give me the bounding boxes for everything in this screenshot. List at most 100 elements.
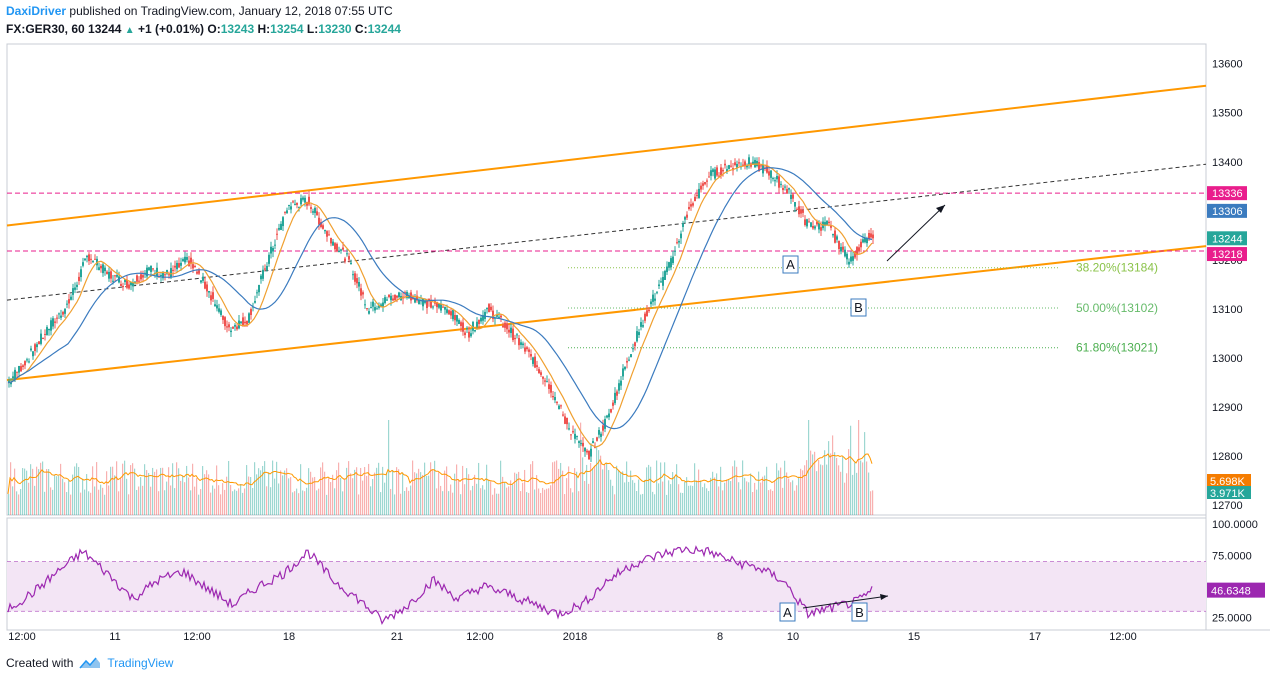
volume-bar [670, 484, 672, 515]
candle-body [232, 326, 234, 329]
volume-bar [512, 484, 514, 515]
volume-bar [368, 463, 370, 515]
candle-body [632, 348, 634, 350]
volume-bar [628, 481, 630, 515]
volume-bar [680, 492, 682, 515]
volume-bar [452, 492, 454, 515]
volume-bar [376, 467, 378, 515]
candle-body [544, 380, 546, 382]
volume-bar [602, 469, 604, 515]
candle-body [584, 447, 586, 452]
volume-bar [316, 490, 318, 515]
volume-bar [40, 462, 42, 515]
symbol-label[interactable]: FX:GER30, 60 [6, 22, 85, 36]
candle-body [46, 327, 48, 336]
candle-body [124, 279, 126, 283]
candle-body [550, 384, 552, 393]
candle-body [66, 303, 68, 305]
candle-body [720, 167, 722, 176]
volume-bar [398, 469, 400, 515]
volume-bar [674, 477, 676, 515]
time-tick-label: 17 [1029, 631, 1041, 643]
volume-bar [380, 492, 382, 515]
candle-body [488, 304, 490, 313]
price-label-text: 13306 [1212, 206, 1243, 218]
volume-bar [618, 470, 620, 515]
volume-bar [106, 471, 108, 515]
candle-body [38, 341, 40, 345]
candle-body [694, 196, 696, 202]
candle-body [508, 329, 510, 333]
volume-bar [624, 482, 626, 515]
candle-body [572, 431, 574, 433]
volume-bar [798, 476, 800, 515]
candle-body [458, 320, 460, 325]
candle-body [672, 256, 674, 264]
volume-bar [424, 462, 426, 515]
volume-bar [662, 481, 664, 515]
volume-bar [274, 478, 276, 515]
low-label: L: [306, 22, 319, 36]
candle-body [432, 306, 434, 308]
candle-body [196, 271, 198, 274]
volume-bar [302, 490, 304, 515]
last-price: 13244 [88, 22, 122, 36]
volume-bar [412, 460, 414, 515]
candle-body [818, 222, 820, 230]
candle-body [474, 330, 476, 332]
candle-body [596, 437, 598, 441]
volume-bar [768, 490, 770, 515]
candle-body [482, 315, 484, 321]
candle-body [466, 328, 468, 330]
candle-body [268, 254, 270, 264]
volume-bar [416, 473, 418, 515]
candle-body [234, 325, 236, 327]
price-label-tag [1207, 203, 1247, 218]
candle-body [790, 194, 792, 200]
candle-body [270, 246, 272, 254]
candle-body [230, 330, 232, 333]
volume-bar [548, 488, 550, 515]
candle-body [284, 211, 286, 213]
volume-bar [182, 476, 184, 515]
candle-body [464, 332, 466, 336]
volume-bar [450, 484, 452, 515]
candle-body [54, 321, 56, 323]
candle-body [614, 392, 616, 404]
volume-bar [744, 477, 746, 515]
volume-bar [682, 492, 684, 515]
candle-body [308, 196, 310, 205]
volume-bar [448, 491, 450, 515]
volume-bar [678, 484, 680, 515]
volume-bar [860, 460, 862, 515]
volume-bar [508, 486, 510, 515]
volume-bar [240, 484, 242, 515]
candle-body [76, 284, 78, 287]
candle-body [332, 241, 334, 246]
volume-bar [502, 476, 504, 515]
candle-body [292, 201, 294, 203]
volume-bar [784, 460, 786, 515]
volume-bar [758, 471, 760, 515]
volume-bar [272, 460, 274, 515]
candle-body [430, 299, 432, 308]
volume-bar [144, 464, 146, 515]
candle-body [64, 308, 66, 314]
annotation-label: A [786, 257, 795, 272]
volume-bar [646, 467, 648, 515]
candle-body [122, 285, 124, 288]
candle-body [214, 304, 216, 307]
candle-body [702, 183, 704, 186]
candle-body [424, 300, 426, 303]
candle-body [14, 369, 16, 380]
close-value: 13244 [367, 22, 401, 36]
candle-body [778, 176, 780, 188]
candle-body [444, 306, 446, 310]
volume-bar [112, 466, 114, 515]
tradingview-brand-link[interactable]: TradingView [107, 656, 174, 670]
candle-body [714, 169, 716, 179]
author-link[interactable]: DaxiDriver [6, 4, 67, 18]
price-tick-label: 13500 [1212, 108, 1243, 120]
